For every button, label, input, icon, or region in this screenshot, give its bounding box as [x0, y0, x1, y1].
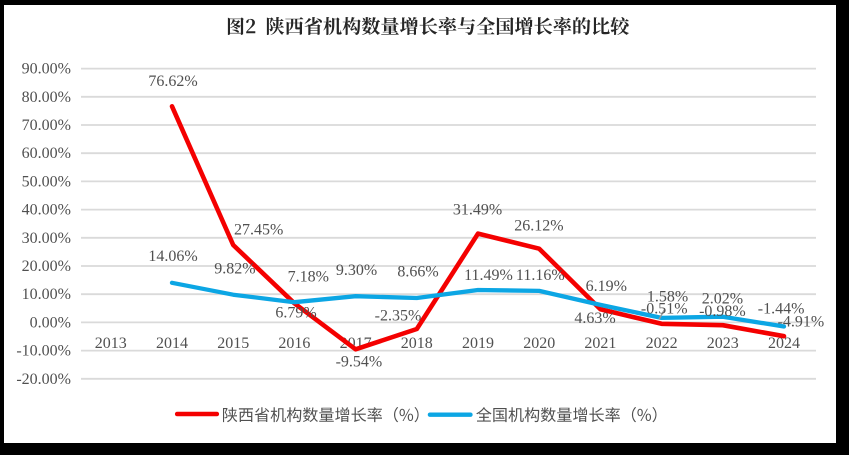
svg-text:2019: 2019	[462, 335, 494, 352]
svg-text:14.06%: 14.06%	[148, 248, 197, 265]
svg-text:2020: 2020	[523, 335, 555, 352]
svg-text:-2.35%: -2.35%	[375, 307, 422, 324]
svg-text:-9.54%: -9.54%	[336, 354, 383, 371]
svg-text:8.66%: 8.66%	[397, 264, 438, 281]
svg-text:-0.51%: -0.51%	[641, 301, 688, 318]
svg-text:2023: 2023	[707, 335, 739, 352]
svg-text:6.79%: 6.79%	[275, 305, 316, 322]
svg-text:20.00%: 20.00%	[22, 258, 71, 275]
svg-text:2016: 2016	[278, 335, 310, 352]
svg-text:70.00%: 70.00%	[22, 117, 71, 134]
svg-text:-1.44%: -1.44%	[758, 301, 805, 318]
svg-text:4.63%: 4.63%	[574, 310, 615, 327]
svg-text:30.00%: 30.00%	[22, 230, 71, 247]
svg-text:26.12%: 26.12%	[514, 218, 563, 235]
svg-text:2018: 2018	[401, 335, 433, 352]
svg-text:9.30%: 9.30%	[336, 262, 377, 279]
svg-text:6.19%: 6.19%	[586, 278, 627, 295]
svg-text:40.00%: 40.00%	[22, 202, 71, 219]
svg-text:10.00%: 10.00%	[22, 286, 71, 303]
svg-text:2015: 2015	[217, 335, 249, 352]
svg-text:60.00%: 60.00%	[22, 145, 71, 162]
svg-text:2022: 2022	[646, 335, 678, 352]
svg-text:2.02%: 2.02%	[702, 290, 743, 307]
svg-text:11.16%: 11.16%	[516, 267, 565, 284]
svg-text:-0.98%: -0.98%	[699, 303, 746, 320]
svg-text:80.00%: 80.00%	[22, 89, 71, 106]
svg-text:9.82%: 9.82%	[214, 261, 255, 278]
svg-text:-4.91%: -4.91%	[778, 314, 825, 331]
svg-text:2013: 2013	[95, 335, 127, 352]
svg-text:-10.00%: -10.00%	[16, 343, 71, 360]
svg-text:-20.00%: -20.00%	[16, 371, 71, 388]
svg-text:50.00%: 50.00%	[22, 173, 71, 190]
svg-text:2014: 2014	[156, 335, 188, 352]
svg-text:90.00%: 90.00%	[22, 61, 71, 78]
svg-text:2024: 2024	[768, 335, 800, 352]
svg-text:1.58%: 1.58%	[647, 289, 688, 306]
svg-text:31.49%: 31.49%	[453, 202, 502, 219]
svg-text:2021: 2021	[584, 335, 616, 352]
svg-text:27.45%: 27.45%	[234, 222, 283, 239]
svg-text:11.49%: 11.49%	[464, 267, 513, 284]
svg-text:76.62%: 76.62%	[148, 73, 197, 90]
svg-text:0.00%: 0.00%	[30, 314, 71, 331]
svg-text:7.18%: 7.18%	[288, 268, 329, 285]
